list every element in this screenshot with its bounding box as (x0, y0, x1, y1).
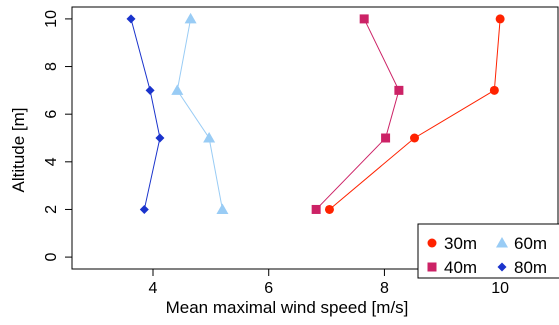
data-point-40m (359, 14, 369, 24)
legend-marker-30m (427, 238, 437, 248)
y-tick-label: 4 (43, 157, 60, 166)
x-tick-label: 10 (491, 280, 509, 297)
x-tick-label: 6 (264, 280, 273, 297)
y-tick-label: 10 (43, 10, 60, 28)
legend-marker-60m (496, 237, 508, 248)
y-tick-label: 0 (43, 253, 60, 262)
data-point-40m (381, 133, 391, 143)
series-60m (171, 12, 229, 214)
x-axis-title: Mean maximal wind speed [m/s] (166, 298, 409, 317)
legend: 30m 60m 40m 80m (417, 223, 559, 279)
y-axis-title: Altitude [m] (9, 107, 28, 192)
series-30m (324, 14, 505, 214)
data-point-80m (139, 204, 149, 214)
y-tick-label: 2 (43, 205, 60, 214)
data-point-40m (311, 204, 321, 214)
y-tick-label: 8 (43, 62, 60, 71)
legend-label-80m: 80m (514, 258, 547, 277)
legend-marker-40m (427, 262, 437, 272)
data-point-80m (145, 85, 155, 95)
data-point-40m (394, 85, 404, 95)
data-point-60m (203, 132, 216, 143)
series-line-80m (130, 18, 161, 210)
y-tick-label: 6 (43, 110, 60, 119)
data-point-30m (324, 204, 334, 214)
plot-frame (71, 6, 559, 270)
x-tick-label: 8 (380, 280, 389, 297)
series-layer (126, 12, 505, 214)
series-line-40m (315, 18, 400, 210)
data-point-60m (171, 84, 184, 95)
data-point-30m (495, 14, 505, 24)
data-point-80m (155, 133, 165, 143)
legend-label-60m: 60m (514, 234, 547, 253)
x-tick-label: 4 (149, 280, 158, 297)
series-40m (311, 14, 404, 214)
legend-marker-80m (497, 262, 507, 272)
legend-box (417, 223, 559, 279)
data-point-30m (489, 85, 499, 95)
series-80m (126, 14, 165, 214)
legend-label-40m: 40m (444, 258, 477, 277)
series-line-60m (176, 18, 223, 210)
plot-frame-layer: 4 6 8 10 0 2 4 6 8 10 (43, 6, 559, 297)
series-line-30m (329, 18, 501, 210)
data-point-30m (410, 133, 420, 143)
data-point-80m (126, 14, 136, 24)
data-point-60m (216, 203, 229, 214)
data-point-60m (184, 12, 197, 24)
legend-label-30m: 30m (444, 234, 477, 253)
